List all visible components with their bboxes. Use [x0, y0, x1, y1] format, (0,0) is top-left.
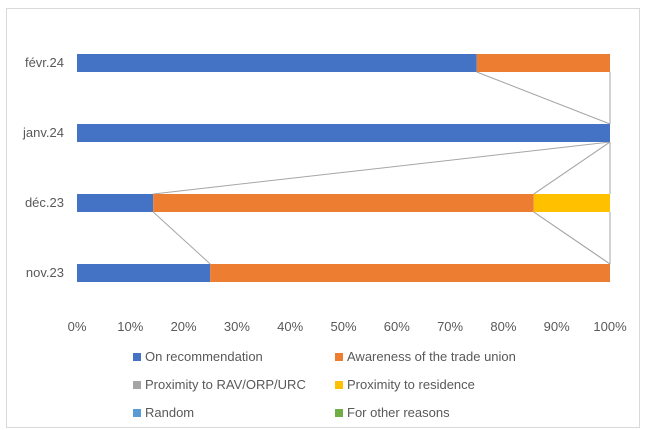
legend-label: Random: [145, 405, 194, 420]
legend-label: For other reasons: [347, 405, 450, 420]
series-line: [152, 211, 211, 265]
series-line: [533, 141, 611, 195]
x-tick-label: 40%: [277, 319, 303, 334]
x-tick-label: 60%: [384, 319, 410, 334]
chart-frame: [6, 8, 640, 428]
category-label: nov.23: [26, 265, 64, 280]
x-tick-label: 0%: [68, 319, 87, 334]
legend-label: Awareness of the trade union: [347, 349, 516, 364]
legend-swatch: [335, 381, 343, 389]
bar-segment: [77, 124, 610, 142]
legend-swatch: [335, 353, 343, 361]
bar-segment: [210, 264, 610, 282]
category-label: déc.23: [25, 195, 64, 210]
legend-swatch: [133, 381, 141, 389]
x-tick-label: 70%: [437, 319, 463, 334]
bar-segment: [77, 194, 154, 212]
legend-swatch: [133, 353, 141, 361]
bar-segment: [476, 54, 610, 72]
legend-swatch: [335, 409, 343, 417]
legend-label: On recommendation: [145, 349, 263, 364]
x-tick-label: 80%: [490, 319, 516, 334]
legend-label: Proximity to residence: [347, 377, 475, 392]
x-tick-label: 20%: [171, 319, 197, 334]
bar-segment: [77, 54, 477, 72]
series-line: [153, 141, 611, 195]
x-tick-label: 50%: [330, 319, 356, 334]
legend-swatch: [133, 409, 141, 417]
bar-segment: [533, 194, 610, 212]
x-tick-label: 90%: [544, 319, 570, 334]
bar-segment: [153, 194, 534, 212]
category-label: janv.24: [22, 125, 64, 140]
bar-segment: [77, 264, 211, 282]
series-line: [476, 71, 611, 125]
series-line: [533, 211, 611, 265]
x-tick-label: 100%: [593, 319, 627, 334]
category-label: févr.24: [25, 55, 64, 70]
x-tick-label: 30%: [224, 319, 250, 334]
x-tick-label: 10%: [117, 319, 143, 334]
legend-label: Proximity to RAV/ORP/URC: [145, 377, 306, 392]
